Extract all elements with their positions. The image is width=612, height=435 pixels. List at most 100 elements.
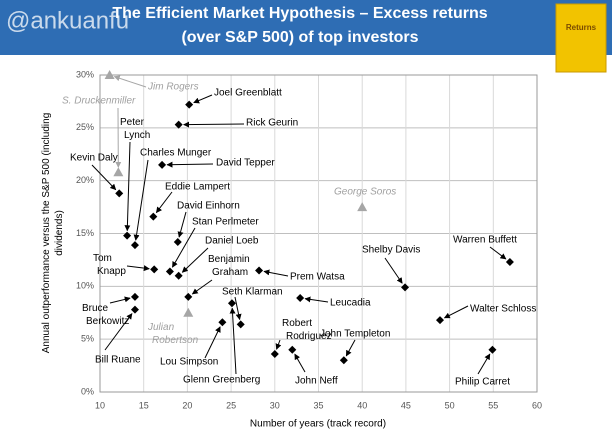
point-label: Daniel Loeb bbox=[205, 236, 259, 247]
arrow bbox=[166, 161, 214, 168]
x-tick-label: 15 bbox=[139, 400, 149, 410]
point bbox=[270, 349, 279, 358]
point-label: Jim Rogers bbox=[147, 82, 199, 93]
point bbox=[123, 231, 132, 240]
book-cover-title: Returns bbox=[566, 23, 597, 32]
point bbox=[288, 345, 297, 354]
x-tick-label: 55 bbox=[488, 400, 498, 410]
point bbox=[339, 356, 348, 365]
arrow bbox=[183, 121, 245, 128]
arrow bbox=[181, 247, 209, 273]
point-label: Rick Geurin bbox=[246, 118, 298, 129]
point-label: Benjamin Graham bbox=[208, 254, 250, 278]
arrow bbox=[133, 159, 149, 241]
point bbox=[183, 307, 194, 317]
arrow bbox=[275, 339, 282, 350]
y-tick-label: 5% bbox=[81, 334, 94, 344]
arrow bbox=[124, 141, 131, 232]
arrow bbox=[489, 246, 507, 260]
arrow bbox=[191, 279, 213, 295]
arrow bbox=[443, 305, 469, 319]
point-label: Bruce Berkowitz bbox=[82, 303, 129, 327]
point bbox=[488, 345, 497, 354]
point-label: Glenn Greenberg bbox=[183, 375, 260, 386]
y-tick-label: 25% bbox=[76, 122, 94, 132]
x-tick-label: 50 bbox=[445, 400, 455, 410]
point-label: Joel Greenblatt bbox=[214, 88, 282, 99]
x-tick-label: 35 bbox=[313, 400, 323, 410]
point bbox=[184, 292, 193, 301]
book-cover bbox=[555, 3, 607, 73]
arrow bbox=[234, 296, 242, 321]
point bbox=[104, 70, 115, 79]
y-tick-label: 0% bbox=[81, 386, 94, 396]
point-label: S. Druckenmiller bbox=[62, 96, 136, 107]
point bbox=[130, 241, 139, 250]
x-tick-label: 40 bbox=[357, 400, 367, 410]
point-label: John Neff bbox=[295, 376, 338, 387]
arrow bbox=[126, 265, 150, 272]
arrow bbox=[155, 191, 173, 214]
point-label: Eddie Lampert bbox=[165, 182, 230, 193]
point bbox=[227, 299, 236, 308]
x-tick-label: 45 bbox=[401, 400, 411, 410]
arrow bbox=[91, 164, 117, 191]
plot-frame bbox=[99, 74, 538, 393]
point bbox=[255, 266, 264, 275]
point-label: Julian Robertson bbox=[147, 322, 199, 346]
point bbox=[149, 212, 158, 221]
point bbox=[435, 316, 444, 325]
point-label: John Templeton bbox=[320, 329, 390, 340]
point bbox=[401, 283, 410, 292]
arrow bbox=[294, 353, 306, 373]
point-label: Peter Lynch bbox=[120, 117, 150, 141]
arrow bbox=[113, 75, 147, 88]
point bbox=[357, 202, 368, 212]
point-label: Seth Klarman bbox=[222, 287, 283, 298]
y-tick-label: 30% bbox=[76, 69, 94, 79]
watermark: @ankuanfu bbox=[6, 7, 129, 34]
point-label: Bill Ruane bbox=[95, 355, 141, 366]
point bbox=[113, 167, 124, 177]
point bbox=[505, 258, 514, 267]
point bbox=[150, 265, 159, 274]
y-tick-label: 20% bbox=[76, 175, 94, 185]
point bbox=[296, 293, 305, 302]
arrow bbox=[345, 339, 356, 357]
x-tick-label: 60 bbox=[532, 400, 542, 410]
arrow bbox=[384, 257, 403, 284]
x-axis-label: Number of years (track record) bbox=[250, 419, 386, 430]
x-tick-label: 20 bbox=[182, 400, 192, 410]
point bbox=[185, 100, 194, 109]
point bbox=[218, 318, 227, 327]
y-axis-label: Annual outperformance versus the S&P 500… bbox=[41, 113, 65, 354]
point-label: Shelby Davis bbox=[362, 245, 420, 256]
point-label: George Soros bbox=[334, 187, 396, 198]
arrow bbox=[171, 227, 196, 268]
point bbox=[236, 320, 245, 329]
point-label: Warren Buffett bbox=[453, 235, 517, 246]
x-tick-label: 10 bbox=[95, 400, 105, 410]
title-bar bbox=[0, 0, 612, 55]
point bbox=[130, 305, 139, 314]
arrow bbox=[104, 313, 133, 351]
x-tick-label: 25 bbox=[226, 400, 236, 410]
chart-subtitle: (over S&P 500) of top investors bbox=[181, 29, 418, 46]
arrow bbox=[477, 353, 491, 375]
point bbox=[174, 271, 183, 280]
y-tick-label: 15% bbox=[76, 228, 94, 238]
point-label: Tom Knapp bbox=[93, 253, 126, 277]
arrow bbox=[109, 296, 131, 304]
arrow bbox=[304, 296, 329, 303]
point bbox=[115, 189, 124, 198]
point-label: Walter Schloss bbox=[470, 304, 536, 315]
arrow bbox=[193, 94, 213, 104]
arrow bbox=[263, 269, 289, 277]
chart-title: The Efficient Market Hypothesis – Excess… bbox=[112, 5, 487, 22]
point-label: Kevin Daly bbox=[70, 153, 118, 164]
point bbox=[158, 160, 167, 169]
point-label: David Einhorn bbox=[177, 201, 240, 212]
point-label: Lou Simpson bbox=[160, 357, 218, 368]
point bbox=[130, 292, 139, 301]
